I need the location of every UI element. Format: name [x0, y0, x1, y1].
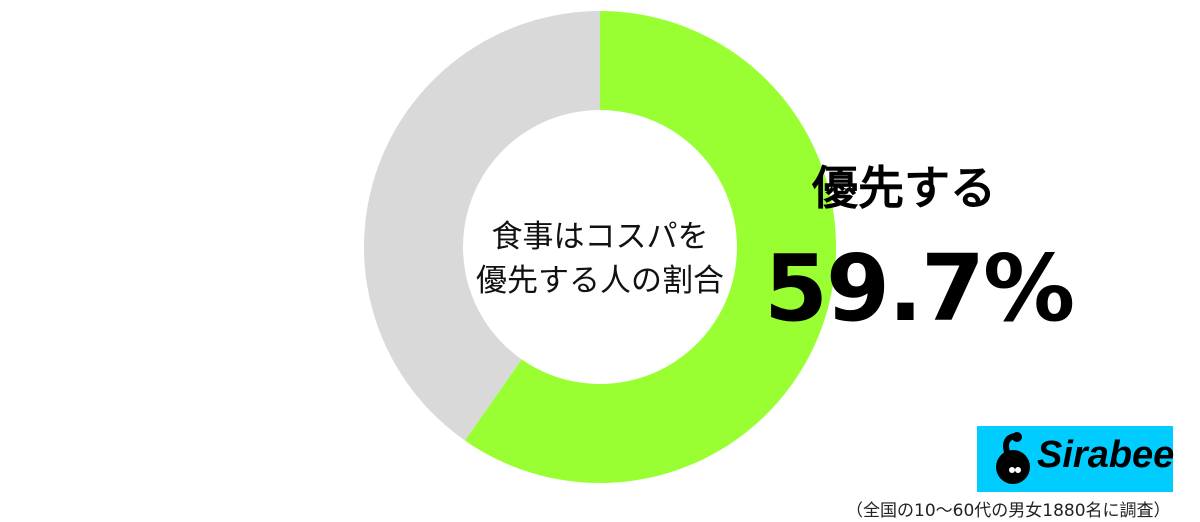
center-title-line2: 優先する人の割合 [476, 263, 724, 299]
footnote: （全国の10〜60代の男女1880名に調査） [846, 501, 1171, 521]
sirabee-logo: Sirabee [977, 426, 1175, 492]
logo-mascot-icon [996, 432, 1030, 484]
slice-value-label: 59.7% [764, 235, 1075, 342]
logo-text: Sirabee [1037, 434, 1175, 476]
donut-slice-0 [464, 11, 836, 483]
center-title: 食事はコスパを 優先する人の割合 [463, 215, 737, 303]
slice-label: 優先する [812, 161, 996, 215]
center-title-line1: 食事はコスパを [491, 219, 709, 255]
donut-slice-1 [363, 11, 600, 441]
